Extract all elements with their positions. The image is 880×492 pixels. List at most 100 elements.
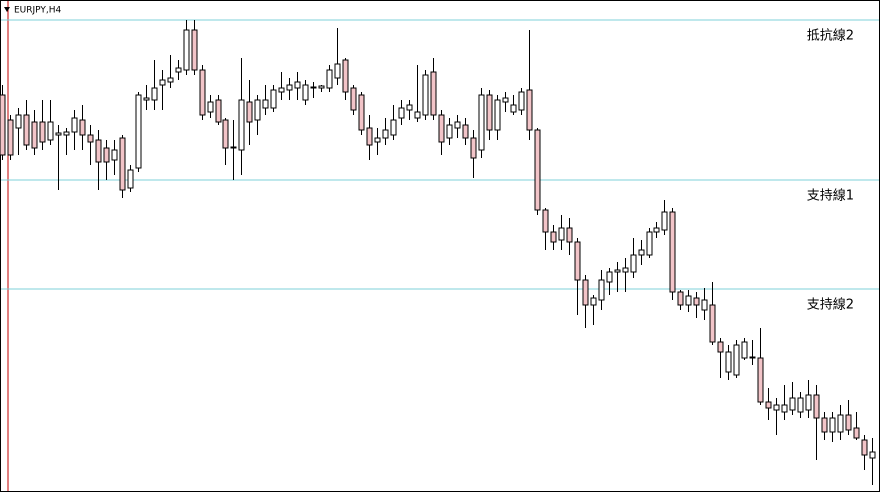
candle-body: [685, 295, 692, 306]
candle-body: [222, 119, 229, 149]
candle-body: [502, 97, 509, 103]
candle-body: [590, 297, 597, 306]
candle-body: [230, 146, 237, 149]
candle-body: [622, 267, 629, 273]
candle-body: [669, 211, 676, 293]
candle-body: [677, 291, 684, 306]
candle-body: [853, 427, 860, 439]
candle-body: [494, 99, 501, 131]
candle-body: [574, 241, 581, 281]
candle-body: [127, 169, 134, 189]
candle-body: [661, 211, 668, 231]
candle-body: [542, 209, 549, 233]
candle-body: [366, 127, 373, 146]
candle-body: [805, 394, 812, 411]
candle-body: [71, 117, 78, 133]
candle-body: [653, 227, 660, 233]
candle-body: [406, 104, 413, 111]
candle-body: [789, 397, 796, 411]
candle-body: [638, 249, 645, 256]
level-label: 支持線1: [807, 188, 854, 204]
candle-body: [550, 231, 557, 243]
candle-body: [414, 111, 421, 119]
candle-body: [630, 254, 637, 273]
candle-body: [430, 71, 437, 116]
candle-body: [47, 121, 54, 141]
candle-body: [390, 119, 397, 136]
candle-body: [23, 114, 30, 146]
candle-body: [87, 134, 94, 143]
candle-body: [797, 397, 804, 413]
candle-body: [0, 94, 6, 156]
candle-body: [31, 121, 38, 149]
candle-body: [294, 81, 301, 89]
candle-body: [254, 99, 261, 121]
candle-body: [534, 129, 541, 211]
candle-body: [215, 99, 222, 123]
candle-body: [95, 139, 102, 163]
candle-body: [486, 94, 493, 131]
candle-body: [103, 147, 110, 163]
candle-body: [510, 104, 517, 113]
candle-body: [63, 131, 70, 136]
level-label: 支持線2: [807, 297, 854, 313]
candle-body: [765, 401, 772, 409]
candle-body: [119, 137, 126, 191]
candle-body: [422, 74, 429, 116]
candle-body: [382, 129, 389, 139]
candle-body: [813, 394, 820, 419]
candle-body: [342, 59, 349, 93]
candle-body: [191, 29, 198, 71]
candle-body: [741, 341, 748, 359]
candle-body: [438, 114, 445, 143]
candle-body: [757, 357, 764, 403]
candle-body: [310, 86, 317, 89]
candle-body: [358, 94, 365, 131]
candle-body: [39, 121, 46, 143]
candle-body: [278, 87, 285, 93]
candle-body: [526, 89, 533, 131]
candle-body: [79, 119, 86, 136]
candle-body: [606, 271, 613, 283]
candle-body: [478, 94, 485, 151]
candle-body: [398, 107, 405, 119]
candle-body: [159, 79, 166, 86]
candle-body: [183, 29, 190, 71]
candle-body: [837, 414, 844, 433]
candle-body: [167, 77, 174, 83]
candle-body: [462, 124, 469, 139]
candle-body: [454, 121, 461, 129]
candle-body: [614, 269, 621, 273]
candle-body: [374, 137, 381, 143]
candle-body: [175, 67, 182, 73]
candle-body: [262, 99, 269, 109]
candle-body: [15, 114, 22, 129]
candle-body: [270, 89, 277, 109]
candle-body: [749, 356, 756, 359]
candle-body: [151, 87, 158, 101]
candle-body: [143, 97, 150, 101]
candle-body: [829, 417, 836, 433]
chart-title: EURJPY,H4: [14, 6, 62, 16]
candle-body: [199, 69, 206, 116]
candle-body: [725, 351, 732, 373]
candle-body: [135, 94, 142, 169]
candle-body: [646, 231, 653, 256]
candle-body: [286, 84, 293, 91]
candle-body: [470, 137, 477, 159]
candle-body: [326, 69, 333, 89]
candle-body: [238, 99, 245, 151]
candle-body: [55, 132, 62, 136]
candle-body: [318, 85, 325, 89]
candle-body: [693, 297, 700, 306]
candle-body: [821, 417, 828, 433]
candle-body: [861, 439, 868, 456]
candle-body: [717, 341, 724, 353]
candle-body: [773, 404, 780, 411]
candle-body: [350, 87, 357, 111]
candle-body: [845, 414, 852, 431]
candle-body: [7, 119, 14, 156]
candle-body: [733, 344, 740, 376]
